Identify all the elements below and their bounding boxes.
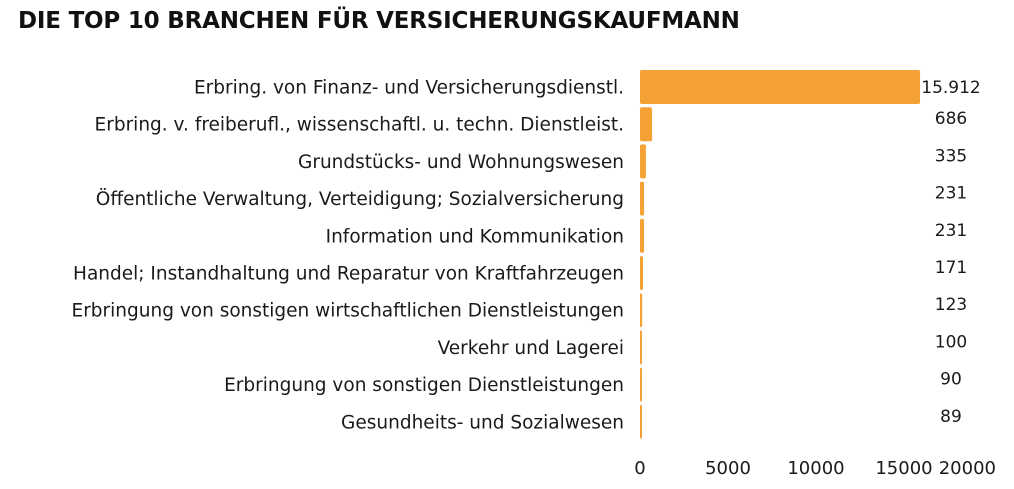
category-label: Gesundheits- und Sozialwesen	[341, 412, 624, 433]
category-labels: Erbring. von Finanz- und Versicherungsdi…	[72, 78, 625, 434]
category-label: Information und Kommunikation	[326, 226, 624, 247]
bar	[640, 107, 653, 142]
bar	[640, 218, 645, 253]
value-labels: 15.912 686 335 231 231 171 123 100 90 89	[921, 78, 980, 427]
category-label: Verkehr und Lagerei	[438, 338, 624, 359]
bars-group	[640, 70, 921, 439]
value-label: 100	[935, 332, 967, 352]
value-label: 89	[940, 407, 962, 427]
value-label: 15.912	[921, 78, 980, 98]
x-tick-label: 20000	[939, 458, 996, 479]
category-label: Erbring. v. freiberufl., wissenschaftl. …	[95, 115, 624, 136]
category-label: Grundstücks- und Wohnungswesen	[298, 152, 624, 173]
x-tick-label: 5000	[705, 458, 751, 479]
value-label: 686	[935, 109, 967, 129]
value-label: 123	[935, 295, 967, 315]
x-axis-tick-labels: 0 5000 10000 15000 20000	[634, 458, 996, 479]
bar	[640, 256, 644, 290]
bar	[640, 330, 642, 365]
category-label: Erbringung von sonstigen Dienstleistunge…	[224, 375, 624, 396]
bar	[640, 144, 646, 179]
bar	[640, 293, 643, 328]
value-label: 171	[935, 258, 967, 278]
x-tick-label: 0	[634, 458, 645, 479]
bar	[640, 404, 642, 439]
value-label: 231	[935, 221, 967, 241]
bar	[640, 181, 645, 216]
category-label: Öffentliche Verwaltung, Verteidigung; So…	[96, 188, 624, 210]
value-label: 231	[935, 184, 967, 204]
value-label: 335	[935, 146, 967, 166]
x-tick-label: 10000	[787, 458, 844, 479]
category-label: Erbringung von sonstigen wirtschaftliche…	[72, 301, 625, 322]
chart-title: DIE TOP 10 BRANCHEN FÜR VERSICHERUNGSKAU…	[18, 8, 740, 34]
category-label: Handel; Instandhaltung und Reparatur von…	[73, 264, 624, 285]
category-label: Erbring. von Finanz- und Versicherungsdi…	[194, 78, 624, 99]
x-tick-label: 15000	[875, 458, 932, 479]
bar	[640, 367, 642, 402]
bar	[640, 70, 921, 104]
value-label: 90	[940, 370, 962, 390]
